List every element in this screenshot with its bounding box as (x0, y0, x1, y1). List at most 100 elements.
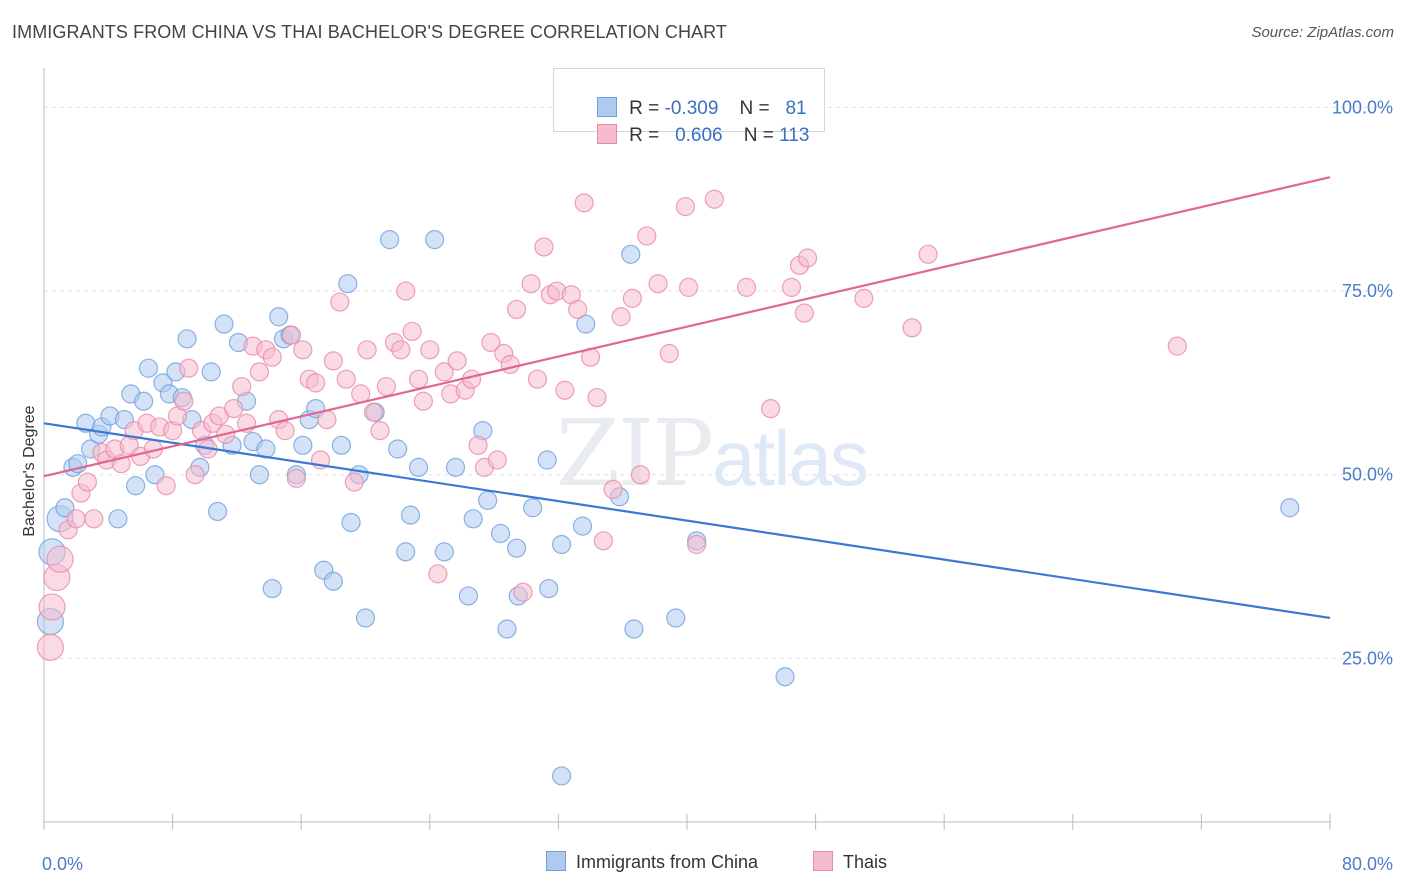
r-value: -0.309 (664, 98, 719, 119)
china-point (138, 358, 159, 378)
china-point (425, 230, 445, 250)
thai-point (428, 564, 448, 584)
thai-point (918, 244, 938, 264)
china-point (126, 476, 146, 496)
thai-point (687, 534, 707, 555)
thai-point (38, 593, 66, 621)
thai-point (481, 332, 501, 353)
thai-point (357, 340, 377, 360)
china-point (572, 516, 593, 536)
r-label: R = (629, 125, 660, 146)
x-tick-label: 0.0% (42, 854, 83, 874)
china-point (355, 608, 376, 628)
thai-point (760, 398, 781, 419)
china-point (400, 505, 421, 525)
china-point (201, 362, 221, 382)
thai-swatch (597, 124, 618, 144)
china-point (507, 538, 527, 558)
thai-point (447, 351, 467, 371)
china-point (331, 435, 351, 455)
thai-point (363, 402, 384, 422)
china-point (323, 571, 343, 591)
china-point (523, 498, 543, 518)
china-point (256, 439, 276, 459)
thai-point (555, 380, 575, 400)
china-point (537, 450, 557, 470)
china-point (552, 534, 572, 555)
thai-point (420, 340, 440, 360)
china-point (775, 667, 795, 687)
thai-point (568, 299, 588, 320)
watermark-atlas: atlas (712, 414, 869, 502)
chart-title: IMMIGRANTS FROM CHINA VS THAI BACHELOR'S… (12, 22, 728, 42)
thai-point (587, 387, 607, 408)
thai-point (77, 472, 98, 492)
thai-point (854, 288, 874, 308)
china-point (621, 244, 641, 264)
china-point (338, 274, 358, 294)
watermark-zip: ZIP (556, 400, 714, 507)
tick-labels: 25.0% 50.0% 75.0% 100.0% 0.0% 80.0% (42, 97, 1393, 874)
china-point (434, 542, 454, 562)
china-point (208, 501, 228, 522)
china-point (134, 391, 154, 411)
china-point (262, 578, 282, 599)
thai-point (413, 391, 433, 411)
thai-point (323, 351, 343, 371)
thai-point (249, 362, 270, 382)
china-point (497, 619, 517, 639)
y-tick-label: 75.0% (1342, 281, 1393, 301)
thai-point (622, 288, 642, 308)
thai-point (593, 531, 614, 551)
china-point (408, 457, 429, 477)
thai-point (391, 340, 411, 360)
thai-point (797, 248, 818, 268)
china-point (341, 512, 361, 533)
china-point (576, 314, 596, 334)
stats-row-thai: R = 0.606 N = 113 (576, 102, 809, 146)
thai-point (179, 358, 199, 378)
legend-item-thai: Thais (813, 851, 887, 873)
thai-point (679, 277, 699, 297)
legend-swatch-thai (813, 851, 833, 871)
y-axis-label: Bachelor's Degree (21, 405, 38, 536)
n-value: 81 (785, 98, 807, 119)
thai-point (281, 325, 302, 345)
thai-point (637, 226, 657, 246)
thai-point (434, 362, 454, 382)
china-point (463, 509, 483, 529)
thai-point (185, 465, 205, 485)
thai-point (46, 545, 74, 573)
r-label: R = (629, 98, 660, 119)
china-point (666, 608, 686, 628)
thai-point (513, 582, 533, 602)
china-point (552, 766, 572, 786)
china-point (269, 307, 289, 327)
thai-point (344, 472, 364, 492)
china-swatch (597, 97, 618, 117)
stats-legend: R = -0.309 N = 81 R = 0.606 N = 113 (553, 68, 825, 146)
china-point (1280, 498, 1300, 518)
thai-point (317, 410, 337, 430)
thai-point (704, 189, 724, 209)
thai-point (275, 421, 295, 441)
data-points (36, 189, 1300, 786)
thai-point (574, 193, 594, 213)
thai-point (174, 391, 194, 411)
thai-point (376, 376, 396, 397)
thai-point (468, 435, 488, 455)
thai-point (330, 292, 350, 312)
china-point (396, 542, 416, 562)
thai-point (527, 369, 548, 389)
thai-point (224, 398, 244, 419)
thai-point (336, 369, 356, 389)
thai-point (402, 321, 422, 342)
n-label: N = (739, 98, 770, 119)
china-point (388, 439, 408, 459)
thai-point (902, 318, 922, 338)
thai-point (659, 343, 679, 364)
thai-point (232, 376, 252, 397)
thai-point (534, 237, 554, 257)
thai-trend-line (43, 176, 1331, 478)
